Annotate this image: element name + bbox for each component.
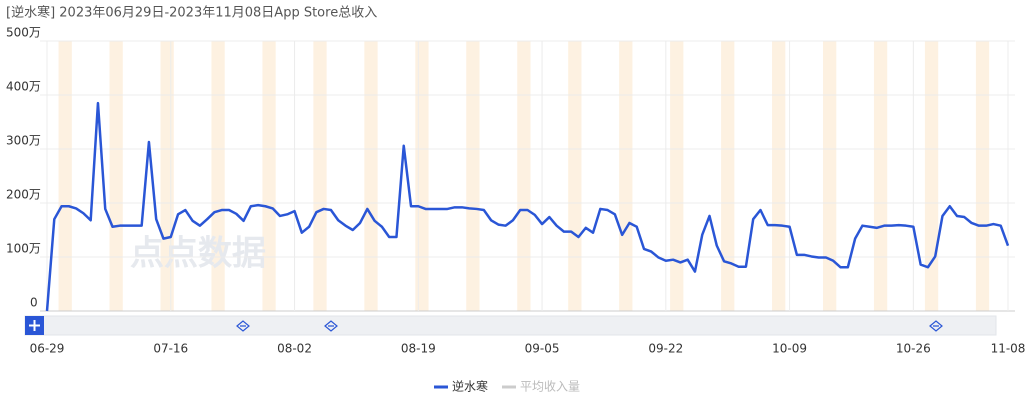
weekend-band bbox=[568, 41, 582, 311]
event-markers bbox=[236, 320, 943, 332]
weekend-band bbox=[619, 41, 633, 311]
x-tick-label: 08-02 bbox=[277, 342, 312, 356]
weekend-band bbox=[975, 41, 990, 311]
event-marker[interactable] bbox=[236, 320, 250, 332]
y-tick-label: 400万 bbox=[6, 80, 41, 94]
legend-label: 逆水寒 bbox=[452, 379, 488, 394]
y-tick-label: 200万 bbox=[6, 188, 41, 202]
line-series bbox=[45, 101, 1010, 312]
y-tick-label: 100万 bbox=[6, 242, 41, 256]
weekend-band bbox=[822, 41, 837, 311]
y-tick-label: 300万 bbox=[6, 134, 41, 148]
weekend-band bbox=[364, 41, 378, 311]
weekend-band bbox=[772, 41, 786, 311]
x-tick-label: 06-29 bbox=[30, 342, 65, 356]
event-marker[interactable] bbox=[324, 320, 338, 332]
x-tick-label: 10-26 bbox=[896, 342, 931, 356]
x-tick-label: 08-19 bbox=[401, 342, 436, 356]
weekend-band bbox=[313, 41, 327, 311]
x-tick-label: 11-08 bbox=[991, 342, 1026, 356]
range-slider[interactable] bbox=[24, 315, 997, 336]
x-tick-label: 09-22 bbox=[648, 342, 683, 356]
chart-title: [逆水寒] 2023年06月29日-2023年11月08日App Store总收… bbox=[6, 5, 377, 21]
weekend-band bbox=[670, 41, 684, 311]
legend-label: 平均收入量 bbox=[520, 380, 580, 394]
weekend-band bbox=[109, 41, 123, 311]
x-tick-label: 10-09 bbox=[772, 342, 807, 356]
watermark: 点点数据 bbox=[130, 234, 266, 274]
y-tick-label: 0 bbox=[30, 296, 38, 310]
weekend-band bbox=[721, 41, 735, 311]
plus-icon bbox=[29, 320, 40, 331]
weekend-band bbox=[517, 41, 531, 311]
x-tick-label: 09-05 bbox=[525, 342, 560, 356]
weekend-band bbox=[466, 41, 480, 311]
weekend-band bbox=[873, 41, 888, 311]
x-tick-label: 07-16 bbox=[153, 342, 188, 356]
weekend-band bbox=[58, 41, 72, 311]
y-tick-label: 500万 bbox=[6, 26, 41, 40]
weekend-band bbox=[415, 41, 429, 311]
weekend-band bbox=[262, 41, 276, 311]
event-marker[interactable] bbox=[929, 320, 943, 332]
weekend-band bbox=[211, 41, 225, 311]
weekend-band bbox=[924, 41, 939, 311]
